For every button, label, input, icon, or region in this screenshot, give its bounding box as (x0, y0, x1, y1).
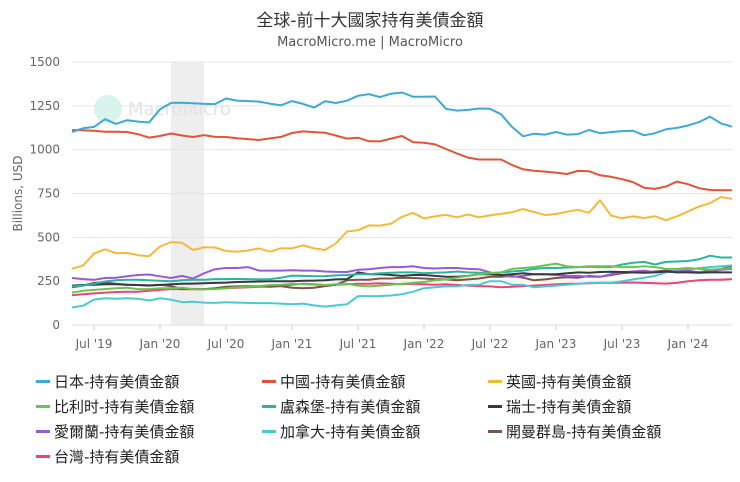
x-tick-label: Jan '24 (667, 337, 709, 351)
series-line (71, 129, 732, 192)
chart-subtitle: MacroMicro.me | MacroMicro (277, 35, 463, 50)
x-tick-label: Jul '21 (339, 337, 377, 351)
y-tick-label: 1500 (29, 55, 60, 69)
y-tick-label: 1250 (29, 99, 60, 113)
y-tick-label: 500 (37, 230, 60, 244)
legend-swatch (488, 429, 502, 433)
x-tick-label: Jan '23 (535, 337, 577, 351)
line-chart: 0250500750100012501500MacroMicroBillions… (11, 55, 733, 351)
legend-label: 日本-持有美債金額 (54, 372, 180, 391)
x-tick-label: Jul '20 (207, 337, 245, 351)
legend-swatch (36, 429, 50, 433)
legend-label: 愛爾蘭-持有美債金額 (54, 422, 195, 441)
x-tick-label: Jan '22 (403, 337, 445, 351)
series-line (71, 270, 732, 287)
y-tick-label: 250 (37, 274, 60, 288)
legend-item[interactable]: 瑞士-持有美債金額 (488, 395, 728, 417)
legend-label: 台灣-持有美債金額 (54, 447, 180, 466)
legend-item[interactable]: 日本-持有美債金額 (36, 370, 262, 392)
legend-swatch (488, 404, 502, 408)
legend-swatch (36, 379, 50, 383)
series-line (71, 264, 733, 309)
legend-item[interactable]: 盧森堡-持有美債金額 (262, 395, 488, 417)
x-tick-label: Jan '20 (139, 337, 181, 351)
legend-swatch (36, 404, 50, 408)
legend-swatch (36, 454, 50, 458)
legend-swatch (488, 379, 502, 383)
legend-swatch (262, 429, 276, 433)
legend-label: 中國-持有美債金額 (280, 372, 406, 391)
legend: 日本-持有美債金額 中國-持有美債金額 英國-持有美債金額比利时-持有美債金額 盧森堡… (36, 370, 736, 467)
legend-label: 英國-持有美債金額 (506, 372, 632, 391)
legend-item[interactable]: 加拿大-持有美債金額 (262, 420, 488, 442)
legend-item[interactable]: 中國-持有美債金額 (262, 370, 488, 392)
legend-swatch (262, 404, 276, 408)
series-line (71, 91, 733, 138)
legend-item[interactable]: 比利时-持有美債金額 (36, 395, 262, 417)
x-tick-label: Jul '23 (603, 337, 641, 351)
watermark-logo-icon (94, 95, 122, 123)
legend-item[interactable]: 英國-持有美債金額 (488, 370, 728, 392)
legend-item[interactable]: 愛爾蘭-持有美債金額 (36, 420, 262, 442)
y-tick-label: 750 (37, 187, 60, 201)
x-tick-label: Jul '19 (75, 337, 113, 351)
x-tick-label: Jan '21 (271, 337, 313, 351)
y-tick-label: 1000 (29, 143, 60, 157)
series-line (71, 262, 733, 294)
series-line (71, 254, 732, 288)
legend-label: 瑞士-持有美債金額 (506, 397, 632, 416)
legend-item[interactable]: 開曼群島-持有美債金額 (488, 420, 728, 442)
legend-swatch (262, 379, 276, 383)
y-tick-label: 0 (52, 318, 60, 332)
legend-item[interactable]: 台灣-持有美債金額 (36, 445, 262, 467)
legend-label: 盧森堡-持有美債金額 (280, 397, 421, 416)
chart-title: 全球-前十大國家持有美債金額 (256, 11, 484, 31)
x-tick-label: Jul '22 (471, 337, 509, 351)
legend-label: 開曼群島-持有美債金額 (506, 422, 662, 441)
series-line (71, 196, 733, 270)
legend-label: 比利时-持有美債金額 (54, 397, 195, 416)
y-axis-label: Billions, USD (11, 155, 25, 231)
legend-label: 加拿大-持有美債金額 (280, 422, 421, 441)
